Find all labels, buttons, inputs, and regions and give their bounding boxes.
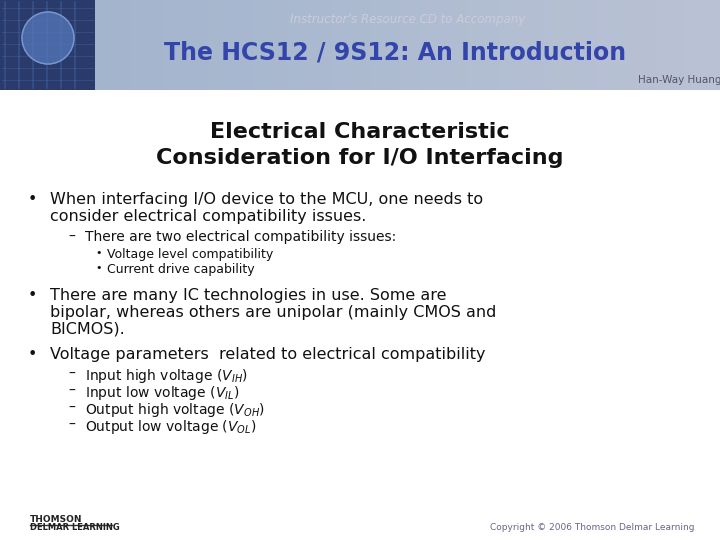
Text: There are two electrical compatibility issues:: There are two electrical compatibility i… [85,230,396,244]
Text: –: – [68,367,75,381]
Bar [0,0,95,90]
Text: DELMAR LEARNING: DELMAR LEARNING [30,523,120,532]
Text: Electrical Characteristic: Electrical Characteristic [210,122,510,142]
Text: –: – [68,401,75,415]
Text: •: • [28,347,37,362]
Text: •: • [95,248,102,258]
Text: THOMSON: THOMSON [30,515,83,524]
Text: –: – [68,230,75,244]
Text: Instructor’s Resource CD to Accompany: Instructor’s Resource CD to Accompany [290,14,526,26]
Text: Input high voltage ($V_{IH}$): Input high voltage ($V_{IH}$) [85,367,248,385]
Text: Output high voltage ($V_{OH}$): Output high voltage ($V_{OH}$) [85,401,265,419]
Text: Output low voltage ($V_{OL}$): Output low voltage ($V_{OL}$) [85,418,256,436]
Text: •: • [28,288,37,303]
Text: Han-Way Huang: Han-Way Huang [638,75,720,85]
Text: –: – [68,384,75,398]
Text: The HCS12 / 9S12: An Introduction: The HCS12 / 9S12: An Introduction [164,40,626,64]
Text: Voltage parameters  related to electrical compatibility: Voltage parameters related to electrical… [50,347,485,362]
Circle shape [22,12,74,64]
Text: BICMOS).: BICMOS). [50,322,125,337]
Text: consider electrical compatibility issues.: consider electrical compatibility issues… [50,209,366,224]
Text: •: • [95,263,102,273]
Text: bipolar, whereas others are unipolar (mainly CMOS and: bipolar, whereas others are unipolar (ma… [50,305,496,320]
Text: When interfacing I/O device to the MCU, one needs to: When interfacing I/O device to the MCU, … [50,192,483,207]
Text: Voltage level compatibility: Voltage level compatibility [107,248,274,261]
Text: –: – [68,418,75,432]
Text: Input low voltage ($V_{IL}$): Input low voltage ($V_{IL}$) [85,384,240,402]
Text: •: • [28,192,37,207]
Text: There are many IC technologies in use. Some are: There are many IC technologies in use. S… [50,288,446,303]
Text: Copyright © 2006 Thomson Delmar Learning: Copyright © 2006 Thomson Delmar Learning [490,523,695,532]
Text: Current drive capability: Current drive capability [107,263,255,276]
Text: Consideration for I/O Interfacing: Consideration for I/O Interfacing [156,148,564,168]
